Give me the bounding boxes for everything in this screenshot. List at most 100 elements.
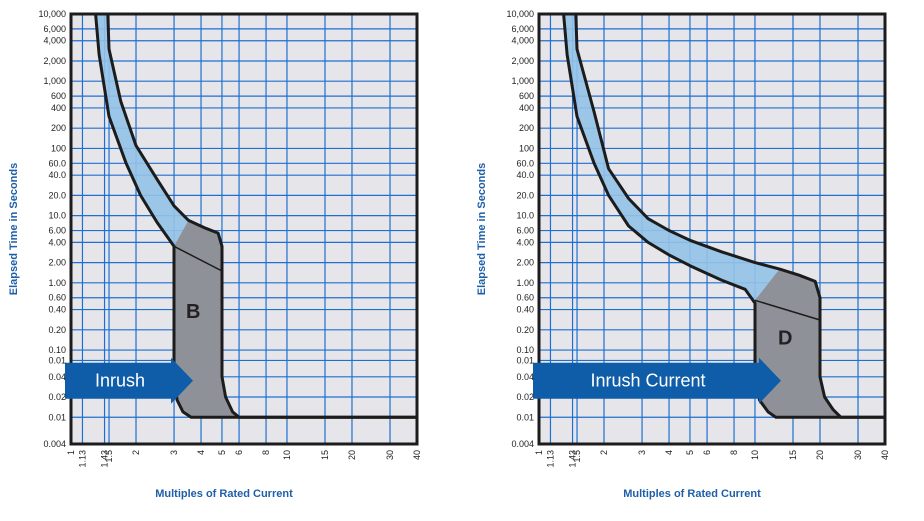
x-tick-label: 1.43 [100, 450, 110, 468]
y-tick-labels: 10,000 6,000 4,000 2,000 1,000 600 400 200 100 60… [506, 9, 534, 449]
x-tick-label: 3 [637, 450, 647, 455]
y-tick-label: 0.40 [516, 305, 534, 315]
y-tick-label: 0.004 [511, 439, 534, 449]
x-tick-label: 10 [282, 450, 292, 460]
y-axis-title: Elapsed Time in Seconds [476, 163, 488, 295]
y-tick-label: 0.20 [48, 325, 66, 335]
y-tick-label: 400 [51, 103, 66, 113]
y-tick-label: 2.00 [48, 258, 66, 268]
x-tick-label: 6 [234, 450, 244, 455]
y-tick-label: 0.60 [48, 293, 66, 303]
x-tick-labels: 1 1.13 1.431.5 2 3 4 5 6 8 10 15 20 30 40 [66, 450, 422, 468]
y-tick-label: 6.00 [48, 226, 66, 236]
y-tick-label: 1,000 [511, 76, 534, 86]
x-tick-label: 1.5 [104, 450, 114, 463]
y-tick-label: 0.01 [516, 412, 534, 422]
breakpoint-divider-line [173, 245, 223, 272]
x-tick-label: 15 [320, 450, 330, 460]
x-tick-label: 1.43 [568, 450, 578, 468]
y-tick-label: 0.01 [48, 412, 66, 422]
inrush-arrow-label: Inrush [95, 371, 145, 391]
y-tick-label: 0.01 [48, 355, 66, 365]
x-tick-label: 40 [412, 450, 422, 460]
x-tick-label: 8 [729, 450, 739, 455]
x-tick-label: 8 [261, 450, 271, 455]
y-tick-label: 200 [519, 123, 534, 133]
y-tick-label: 60.0 [48, 158, 66, 168]
y-tick-label: 40.0 [48, 170, 66, 180]
x-tick-label: 6 [702, 450, 712, 455]
y-tick-label: 100 [519, 143, 534, 153]
magnetic-band [174, 220, 417, 418]
x-tick-label: 20 [815, 450, 825, 460]
y-tick-label: 0.04 [48, 372, 66, 382]
x-tick-label: 4 [664, 450, 674, 455]
lower-boundary-curve [562, 13, 885, 419]
inrush-arrow: Inrush [65, 357, 193, 404]
x-tick-label: 3 [169, 450, 179, 455]
y-tick-labels: 10,000 6,000 4,000 2,000 1,000 600 400 200 100 60… [38, 9, 66, 449]
x-axis-title: Multiples of Rated Current [623, 488, 761, 500]
y-tick-label: 4.00 [48, 237, 66, 247]
x-tick-label: 1.5 [572, 450, 582, 463]
x-tick-label: 30 [853, 450, 863, 460]
x-tick-label: 15 [788, 450, 798, 460]
x-tick-label: 1 [534, 450, 544, 455]
x-tick-label: 1.13 [545, 450, 555, 468]
inrush-arrow: Inrush Current [533, 357, 781, 404]
y-tick-label: 0.02 [48, 392, 66, 402]
inrush-arrow-shape [533, 357, 781, 404]
x-tick-label: 2 [599, 450, 609, 455]
x-tick-label: 5 [685, 450, 695, 455]
y-tick-label: 60.0 [516, 158, 534, 168]
y-tick-label: 1.00 [48, 278, 66, 288]
x-tick-label: 1.13 [77, 450, 87, 468]
y-tick-label: 0.004 [43, 439, 66, 449]
y-tick-label: 0.02 [516, 392, 534, 402]
x-tick-label: 5 [217, 450, 227, 455]
y-tick-label: 600 [519, 91, 534, 101]
y-tick-label: 0.10 [516, 345, 534, 355]
x-tick-label: 40 [880, 450, 890, 460]
y-tick-label: 10,000 [38, 9, 66, 19]
x-axis-title: Multiples of Rated Current [155, 488, 293, 500]
y-tick-label: 1,000 [43, 76, 66, 86]
y-tick-label: 200 [51, 123, 66, 133]
y-tick-label: 600 [51, 91, 66, 101]
y-tick-label: 20.0 [516, 190, 534, 200]
x-tick-label: 4 [196, 450, 206, 455]
trip-curve-d-chart: D Inrush Current 1 1.13 1.431.5 2 3 4 5 6 8 10 15 20 3… [476, 9, 890, 500]
y-tick-label: 4.00 [516, 237, 534, 247]
y-tick-label: 1.00 [516, 278, 534, 288]
plot-frame [69, 12, 419, 446]
plot-frame [537, 12, 887, 446]
curve-type-label: B [186, 301, 200, 323]
y-tick-label: 6,000 [43, 24, 66, 34]
y-axis-title: Elapsed Time in Seconds [8, 163, 20, 295]
lower-boundary-curve [94, 13, 417, 419]
y-tick-label: 10.0 [516, 211, 534, 221]
curve-type-label: D [778, 328, 792, 350]
y-tick-label: 4,000 [511, 36, 534, 46]
x-tick-label: 20 [347, 450, 357, 460]
y-tick-label: 400 [519, 103, 534, 113]
y-tick-label: 0.20 [516, 325, 534, 335]
upper-boundary-curve [574, 13, 885, 419]
y-tick-label: 4,000 [43, 36, 66, 46]
y-tick-label: 6,000 [511, 24, 534, 34]
x-tick-label: 10 [750, 450, 760, 460]
y-tick-label: 0.10 [48, 345, 66, 355]
y-tick-label: 0.60 [516, 293, 534, 303]
y-tick-label: 40.0 [516, 170, 534, 180]
y-tick-label: 10,000 [506, 9, 534, 19]
y-tick-label: 0.40 [48, 305, 66, 315]
trip-curve-b-chart: B Inrush 1 1.13 1.431.5 2 3 4 5 6 8 10 15 20 30 40 10,00… [8, 9, 422, 500]
y-tick-label: 0.01 [516, 355, 534, 365]
x-tick-labels: 1 1.13 1.431.5 2 3 4 5 6 8 10 15 20 30 40 [534, 450, 890, 468]
y-tick-label: 100 [51, 143, 66, 153]
y-tick-label: 10.0 [48, 211, 66, 221]
y-tick-label: 2,000 [511, 56, 534, 66]
y-tick-label: 20.0 [48, 190, 66, 200]
x-tick-label: 1 [66, 450, 76, 455]
